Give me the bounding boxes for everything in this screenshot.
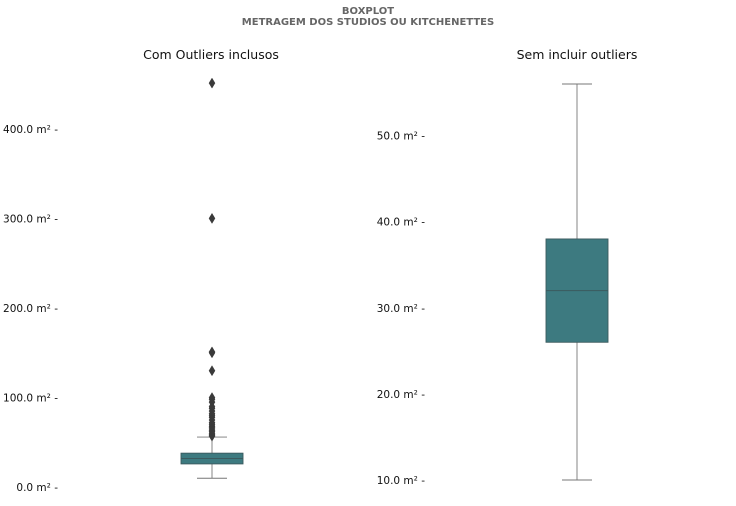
outlier-point: [208, 346, 216, 358]
right-panel-title: Sem incluir outliers: [517, 47, 638, 62]
outlier-point: [208, 365, 216, 377]
y-tick-label: 30.0 m² -: [377, 303, 425, 315]
y-tick-label: 20.0 m² -: [377, 389, 425, 401]
y-tick-label: 40.0 m² -: [377, 217, 425, 229]
outlier-point: [208, 392, 216, 404]
left-panel-title: Com Outliers inclusos: [143, 47, 279, 62]
right-panel-plot: 10.0 m² - 20.0 m² - 30.0 m² - 40.0 m² - 50.0…: [377, 83, 609, 487]
chart-suptitle-line1: BOXPLOT: [341, 6, 395, 17]
outlier-point: [208, 77, 216, 89]
y-tick-label: 10.0 m² -: [377, 475, 425, 487]
y-tick-label: 100.0 m² -: [3, 393, 58, 405]
y-tick-label: 0.0 m² -: [16, 482, 58, 494]
y-tick-label: 300.0 m² -: [3, 213, 58, 225]
left-panel-plot: 0.0 m² - 100.0 m² - 200.0 m² - 300.0 m² - 40…: [3, 77, 244, 494]
chart-suptitle-line2: METRAGEM DOS STUDIOS OU KITCHENETTES: [241, 17, 495, 28]
y-tick-label: 200.0 m² -: [3, 303, 58, 315]
y-tick-label: 400.0 m² -: [3, 124, 58, 136]
y-tick-label: 50.0 m² -: [377, 131, 425, 143]
outlier-point: [208, 212, 216, 224]
